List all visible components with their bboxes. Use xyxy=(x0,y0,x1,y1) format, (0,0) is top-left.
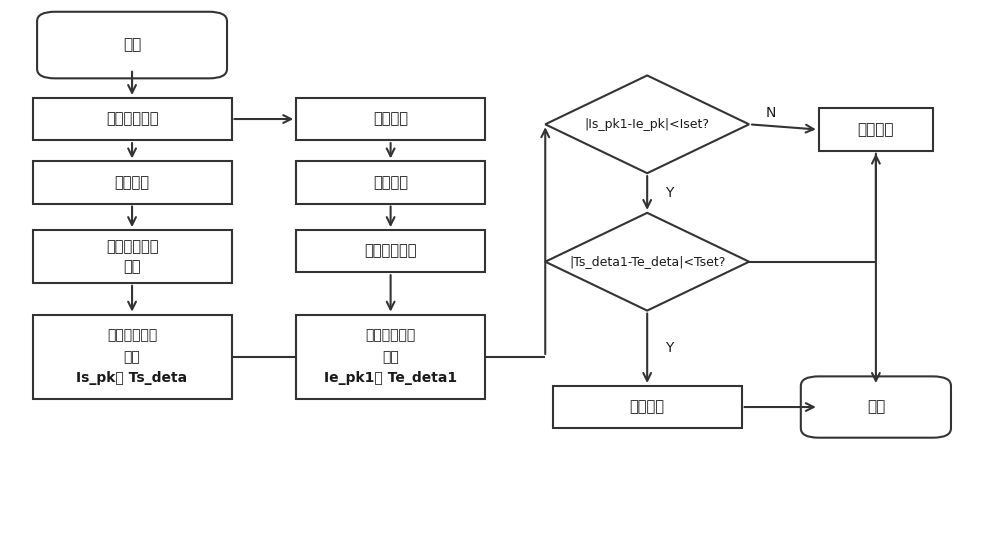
Bar xyxy=(296,98,485,140)
Text: 触发使能封锁: 触发使能封锁 xyxy=(106,112,158,127)
Text: Y: Y xyxy=(665,341,673,355)
Text: 特征: 特征 xyxy=(124,350,140,364)
Text: 放电失败: 放电失败 xyxy=(858,122,894,137)
Text: 同步触发: 同步触发 xyxy=(373,175,408,190)
Text: 计算设定电流: 计算设定电流 xyxy=(107,329,157,343)
Text: 触发使能: 触发使能 xyxy=(373,112,408,127)
Text: 输入参数: 输入参数 xyxy=(115,175,150,190)
Bar xyxy=(553,386,742,428)
Bar xyxy=(819,108,933,151)
Bar xyxy=(33,230,232,283)
Polygon shape xyxy=(545,75,749,173)
Polygon shape xyxy=(545,213,749,311)
Text: 特征: 特征 xyxy=(382,350,399,364)
Text: 计算: 计算 xyxy=(123,259,141,274)
Bar xyxy=(296,230,485,272)
Text: |Ts_deta1-Te_deta|<Tset?: |Ts_deta1-Te_deta|<Tset? xyxy=(569,255,725,268)
Text: 放电电流采集: 放电电流采集 xyxy=(364,244,417,258)
Text: Is_pk、 Ts_deta: Is_pk、 Ts_deta xyxy=(76,371,188,385)
Text: 提取实验电流: 提取实验电流 xyxy=(365,329,416,343)
Text: 放电成功: 放电成功 xyxy=(630,399,665,414)
Text: Y: Y xyxy=(665,186,673,200)
Text: 开始: 开始 xyxy=(123,37,141,52)
Bar xyxy=(296,315,485,399)
Text: Ie_pk1、 Te_deta1: Ie_pk1、 Te_deta1 xyxy=(324,371,457,385)
Bar xyxy=(33,161,232,203)
Text: 结束: 结束 xyxy=(867,399,885,414)
Text: N: N xyxy=(766,106,776,120)
Bar xyxy=(296,161,485,203)
FancyBboxPatch shape xyxy=(37,12,227,78)
Bar xyxy=(33,315,232,399)
FancyBboxPatch shape xyxy=(801,376,951,438)
Bar xyxy=(33,98,232,140)
Text: |Is_pk1-Ie_pk|<Iset?: |Is_pk1-Ie_pk|<Iset? xyxy=(585,118,710,131)
Text: 放电电流数值: 放电电流数值 xyxy=(106,239,158,254)
